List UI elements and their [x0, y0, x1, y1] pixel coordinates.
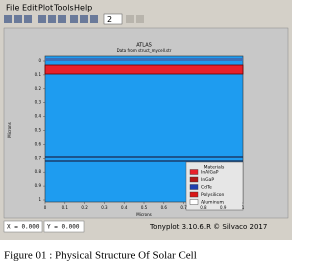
y-tick-label: 0.3 — [35, 100, 42, 105]
window-layer — [44, 64, 244, 75]
tool-button[interactable] — [80, 15, 88, 23]
legend-label: InAlGaP — [201, 170, 219, 176]
menu-item[interactable]: Help — [74, 4, 92, 13]
legend-label: Polysilicon — [201, 192, 225, 198]
plot-subtitle: Data from struct_mycell.str — [117, 48, 172, 53]
menu-item[interactable]: Edit — [22, 4, 38, 13]
tool-button[interactable] — [48, 15, 56, 23]
menu-item[interactable]: File — [6, 4, 19, 13]
x-tick-label: 0.8 — [200, 205, 207, 210]
x-tick-label: 0.9 — [220, 205, 227, 210]
legend-swatch — [189, 184, 199, 190]
y-tick-label: 1 — [38, 197, 41, 202]
tool-button[interactable] — [90, 15, 98, 23]
y-tick-label: 0.6 — [35, 141, 42, 146]
x-tick-label: 0 — [44, 205, 47, 210]
y-tick-label: 0 — [38, 58, 41, 63]
y-readout: Y = 0.000 — [47, 224, 80, 231]
y-tick-label: 0.9 — [35, 183, 42, 188]
y-tick-label: 0.1 — [35, 72, 42, 77]
x-tick-label: 0.1 — [62, 205, 69, 210]
y-tick-label: 0.5 — [35, 128, 42, 133]
x-readout-box — [3, 220, 43, 233]
tool-button[interactable] — [70, 15, 78, 23]
x-readout: X = 0.000 — [7, 224, 40, 231]
menu-item[interactable]: Plot — [38, 4, 53, 13]
x-tick-label: 0.3 — [101, 205, 108, 210]
legend-swatch — [189, 191, 199, 198]
x-tick-label: 1 — [242, 205, 245, 210]
x-tick-label: 0.5 — [141, 205, 148, 210]
screenshot: File Edit Plot Tools Help 2 ATLAS Data f… — [0, 0, 292, 262]
x-tick-label: 0.2 — [81, 205, 88, 210]
x-tick-label: 0.4 — [121, 205, 128, 210]
y-tick-label: 0.7 — [35, 155, 42, 160]
zoom-input[interactable] — [103, 13, 123, 25]
menu-item[interactable]: Tools — [53, 4, 74, 13]
legend-swatch — [189, 169, 199, 175]
tool-button[interactable] — [14, 15, 22, 23]
legend-label: InGaP — [201, 177, 214, 183]
plot-title: ATLAS — [136, 43, 152, 49]
tool-button[interactable] — [38, 15, 46, 23]
tool-button[interactable] — [126, 15, 134, 23]
legend-label: CdTe — [201, 185, 212, 191]
caption: Figure 01 : Physical Structure Of Solar … — [4, 250, 197, 262]
tool-button[interactable] — [136, 15, 144, 23]
zoom-value[interactable]: 2 — [107, 15, 112, 24]
y-tick-label: 0.8 — [35, 169, 42, 174]
y-readout-box — [43, 220, 85, 233]
version-label: Tonyplot 3.10.6.R © Silvaco 2017 — [149, 223, 267, 231]
tool-button[interactable] — [58, 15, 66, 23]
tool-button[interactable] — [4, 15, 12, 23]
x-axis-label: Microns — [136, 212, 151, 217]
tool-button[interactable] — [24, 15, 32, 23]
y-tick-label: 0.2 — [35, 86, 42, 91]
legend-swatch — [189, 176, 199, 183]
y-axis-label: Microns — [7, 122, 12, 137]
legend-title: Materials — [204, 165, 225, 171]
legend-swatch — [189, 199, 199, 205]
toolbar — [4, 15, 144, 23]
top-contact — [45, 58, 243, 61]
legend-label: Aluminum — [201, 200, 224, 206]
y-tick-label: 0.4 — [35, 114, 42, 119]
x-tick-label: 0.7 — [180, 205, 187, 210]
x-tick-label: 0.6 — [161, 205, 168, 210]
page: {"menu": ["File", "Edit", "Plot", "Tools… — [0, 0, 292, 262]
